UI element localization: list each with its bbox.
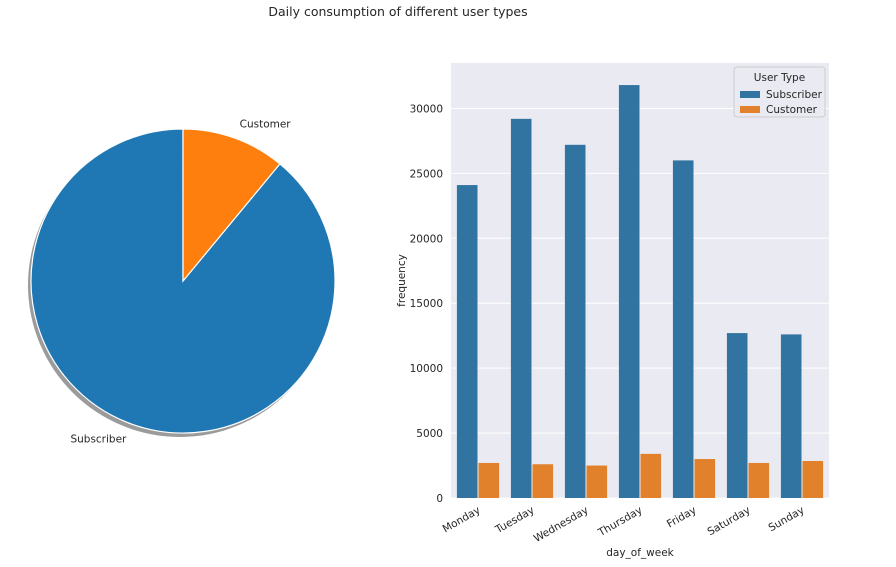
bars: [456, 85, 824, 499]
x-tick-label-friday: Friday: [665, 504, 699, 530]
bar-subscriber-monday: [456, 185, 478, 499]
x-tick-label-wednesday: Wednesday: [532, 504, 591, 545]
y-tick-label: 25000: [410, 168, 443, 180]
x-tick-label-tuesday: Tuesday: [493, 504, 537, 536]
bar-subscriber-friday: [672, 160, 694, 498]
bar-subscriber-sunday: [780, 334, 802, 498]
x-tick-label-saturday: Saturday: [706, 504, 753, 538]
y-tick-label: 20000: [410, 233, 443, 245]
figure-title: Daily consumption of different user type…: [268, 4, 527, 19]
bar-customer-tuesday: [532, 464, 554, 498]
legend-box: [733, 66, 826, 118]
bar-subscriber-tuesday: [510, 118, 532, 499]
pie-slice-subscriber: [30, 128, 336, 434]
y-tick-label: 15000: [410, 298, 443, 310]
bar-customer-thursday: [640, 453, 662, 498]
bar-subscriber-thursday: [618, 85, 640, 499]
y-axis-label: frequency: [396, 254, 408, 307]
pie-label-customer: Customer: [240, 119, 292, 131]
y-tick-label: 0: [436, 493, 443, 505]
pie-label-subscriber: Subscriber: [70, 433, 127, 445]
bar-customer-saturday: [748, 462, 770, 498]
x-axis-label: day_of_week: [606, 547, 674, 559]
bar-subscriber-wednesday: [564, 144, 586, 498]
legend-label-customer: Customer: [766, 104, 818, 116]
bar-customer-monday: [478, 462, 500, 498]
x-tick-label-thursday: Thursday: [595, 504, 644, 539]
y-tick-label: 5000: [416, 428, 443, 440]
x-tick-label-sunday: Sunday: [766, 504, 806, 534]
legend-swatch-subscriber: [740, 91, 760, 98]
bar-customer-wednesday: [586, 465, 608, 498]
y-tick-label: 10000: [410, 363, 443, 375]
legend-label-subscriber: Subscriber: [766, 89, 823, 101]
legend-swatch-customer: [740, 106, 760, 113]
pie-slice-customer: [182, 128, 281, 283]
x-tick-label-monday: Monday: [441, 504, 483, 535]
pie-chart: Subscriber Customer: [28, 119, 336, 445]
bar-chart: 0 5000 10000 15000 20000 25000 30000 Monday Tue…: [396, 63, 829, 559]
bar-subscriber-saturday: [726, 333, 748, 498]
y-tick-label: 30000: [410, 103, 443, 115]
y-ticks: 0 5000 10000 15000 20000 25000 30000: [410, 103, 443, 505]
legend: User Type Subscriber Customer: [733, 66, 826, 118]
bar-customer-friday: [694, 459, 716, 498]
legend-title: User Type: [754, 72, 805, 84]
bar-customer-sunday: [802, 460, 824, 498]
